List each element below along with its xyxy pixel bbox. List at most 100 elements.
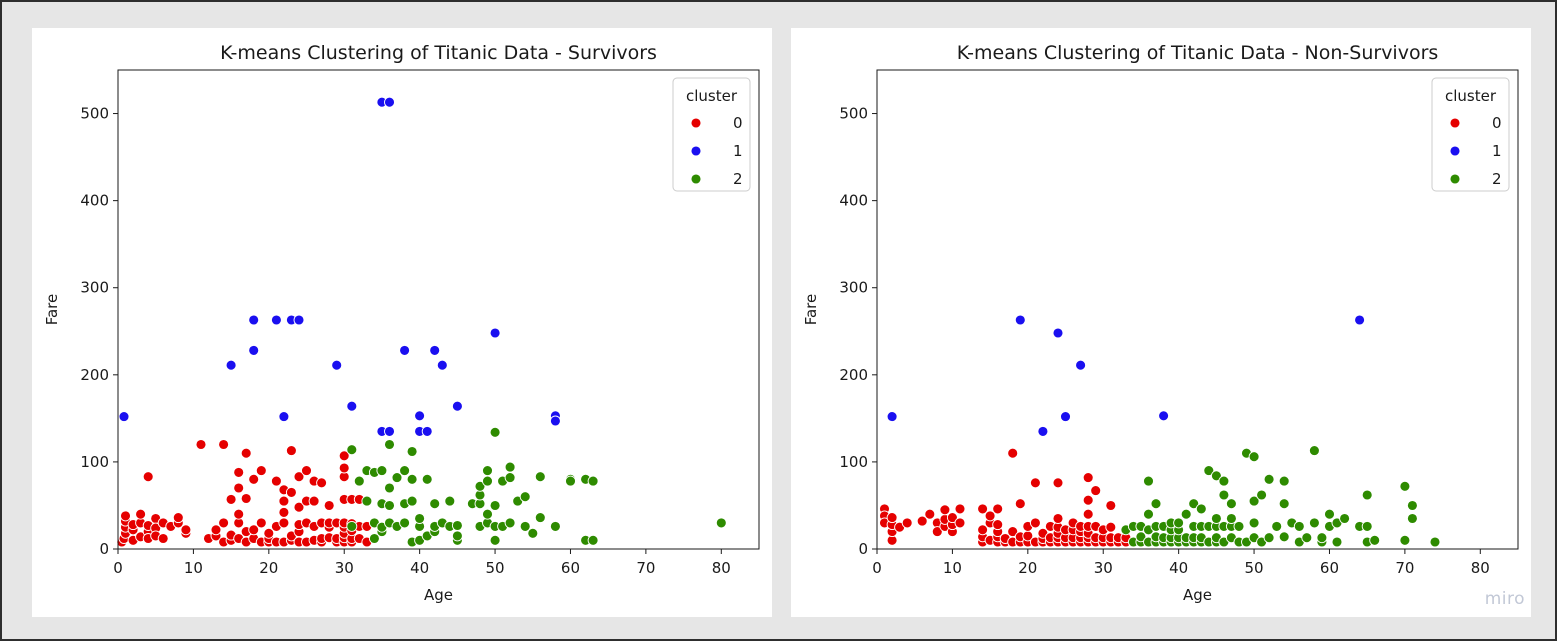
data-point-cluster-2 bbox=[1143, 475, 1154, 487]
data-point-cluster-2 bbox=[1248, 517, 1260, 529]
plot-frame bbox=[876, 69, 1519, 550]
data-point-cluster-1 bbox=[421, 425, 433, 437]
data-point-cluster-0 bbox=[1014, 498, 1026, 510]
data-point-cluster-1 bbox=[489, 327, 501, 339]
plot-frame bbox=[117, 69, 760, 550]
y-tick-label: 400 bbox=[80, 192, 109, 210]
data-point-cluster-0 bbox=[240, 493, 252, 504]
data-point-cluster-0 bbox=[977, 524, 989, 536]
x-tick-label: 50 bbox=[1245, 559, 1264, 577]
data-point-cluster-0 bbox=[901, 517, 913, 529]
legend-label-cluster-2: 2 bbox=[733, 170, 743, 188]
data-point-cluster-2 bbox=[489, 426, 501, 438]
data-point-cluster-0 bbox=[248, 473, 260, 485]
data-point-cluster-2 bbox=[534, 471, 546, 483]
data-point-cluster-1 bbox=[1060, 411, 1071, 423]
data-point-cluster-0 bbox=[984, 510, 996, 522]
data-point-cluster-0 bbox=[142, 471, 154, 483]
data-point-cluster-0 bbox=[293, 501, 305, 513]
legend-marker-cluster-0 bbox=[1449, 117, 1461, 129]
data-point-cluster-2 bbox=[384, 439, 395, 450]
data-point-cluster-0 bbox=[1082, 494, 1094, 506]
data-point-cluster-2 bbox=[1248, 495, 1260, 507]
data-point-cluster-0 bbox=[1029, 517, 1041, 529]
data-point-cluster-2 bbox=[406, 446, 418, 457]
data-point-cluster-2 bbox=[587, 475, 599, 487]
data-point-cluster-2 bbox=[1263, 532, 1275, 544]
data-point-cluster-1 bbox=[270, 314, 282, 326]
x-tick-label: 80 bbox=[712, 559, 731, 577]
data-point-cluster-0 bbox=[323, 500, 335, 511]
x-tick-label: 70 bbox=[636, 559, 655, 577]
y-axis-label: Fare bbox=[43, 294, 61, 326]
data-point-cluster-1 bbox=[118, 411, 130, 423]
data-point-cluster-0 bbox=[954, 517, 966, 529]
data-point-cluster-1 bbox=[248, 344, 260, 356]
data-point-cluster-2 bbox=[1331, 536, 1343, 548]
data-point-cluster-1 bbox=[399, 344, 411, 356]
data-point-cluster-0 bbox=[977, 503, 989, 515]
data-point-cluster-0 bbox=[233, 508, 245, 520]
y-tick-label: 100 bbox=[80, 453, 109, 471]
data-point-cluster-2 bbox=[406, 495, 418, 507]
data-point-cluster-1 bbox=[886, 411, 898, 423]
data-point-cluster-2 bbox=[361, 495, 373, 507]
data-point-cluster-2 bbox=[587, 534, 599, 546]
data-point-cluster-2 bbox=[414, 513, 426, 524]
y-tick-label: 500 bbox=[80, 105, 109, 123]
data-point-cluster-2 bbox=[406, 473, 418, 485]
data-point-cluster-0 bbox=[218, 439, 230, 450]
legend-title: cluster bbox=[1445, 87, 1497, 105]
data-point-cluster-2 bbox=[391, 472, 403, 484]
x-axis-label: Age bbox=[424, 586, 453, 604]
data-point-cluster-0 bbox=[316, 477, 328, 489]
legend: cluster 0 1 2 bbox=[672, 77, 751, 192]
data-point-cluster-2 bbox=[399, 517, 411, 529]
data-point-cluster-2 bbox=[384, 482, 395, 494]
data-point-cluster-0 bbox=[285, 486, 297, 498]
data-point-cluster-2 bbox=[346, 444, 358, 456]
data-point-cluster-2 bbox=[1308, 517, 1320, 529]
data-point-cluster-2 bbox=[1399, 480, 1411, 492]
data-point-cluster-2 bbox=[1256, 489, 1268, 501]
data-point-cluster-2 bbox=[1150, 498, 1162, 510]
data-point-cluster-2 bbox=[451, 520, 463, 531]
legend-box bbox=[672, 77, 751, 192]
data-point-cluster-0 bbox=[233, 466, 245, 478]
data-point-cluster-2 bbox=[1429, 536, 1441, 548]
data-point-cluster-2 bbox=[451, 530, 463, 542]
data-point-cluster-1 bbox=[1037, 425, 1049, 437]
legend-label-cluster-2: 2 bbox=[1492, 170, 1502, 188]
data-point-cluster-0 bbox=[278, 517, 290, 529]
data-point-cluster-2 bbox=[504, 517, 516, 529]
data-point-cluster-2 bbox=[1361, 489, 1373, 501]
data-point-cluster-0 bbox=[1082, 472, 1094, 484]
data-point-cluster-1 bbox=[384, 96, 395, 108]
data-point-cluster-2 bbox=[1233, 520, 1245, 532]
data-point-cluster-2 bbox=[1278, 498, 1290, 510]
data-point-cluster-0 bbox=[255, 465, 267, 477]
data-point-cluster-2 bbox=[565, 475, 576, 487]
data-point-cluster-0 bbox=[172, 512, 184, 524]
data-point-cluster-1 bbox=[384, 425, 395, 437]
data-point-cluster-1 bbox=[1052, 327, 1064, 339]
data-point-cluster-1 bbox=[414, 410, 426, 422]
data-point-cluster-1 bbox=[436, 359, 448, 371]
data-point-cluster-2 bbox=[527, 527, 539, 539]
data-point-cluster-0 bbox=[278, 506, 290, 518]
legend-label-cluster-0: 0 bbox=[733, 114, 743, 132]
data-point-cluster-2 bbox=[1263, 473, 1275, 485]
data-point-cluster-2 bbox=[534, 512, 546, 524]
x-tick-label: 30 bbox=[1094, 559, 1113, 577]
data-point-cluster-0 bbox=[1007, 447, 1019, 459]
data-point-cluster-1 bbox=[278, 411, 290, 423]
data-point-cluster-2 bbox=[482, 508, 493, 520]
data-point-cluster-2 bbox=[1195, 503, 1207, 515]
data-point-cluster-2 bbox=[715, 517, 727, 529]
data-point-cluster-2 bbox=[489, 500, 501, 511]
x-tick-label: 50 bbox=[486, 559, 505, 577]
x-axis-label: Age bbox=[1183, 586, 1212, 604]
data-point-cluster-0 bbox=[338, 462, 350, 474]
data-point-cluster-0 bbox=[233, 482, 245, 494]
